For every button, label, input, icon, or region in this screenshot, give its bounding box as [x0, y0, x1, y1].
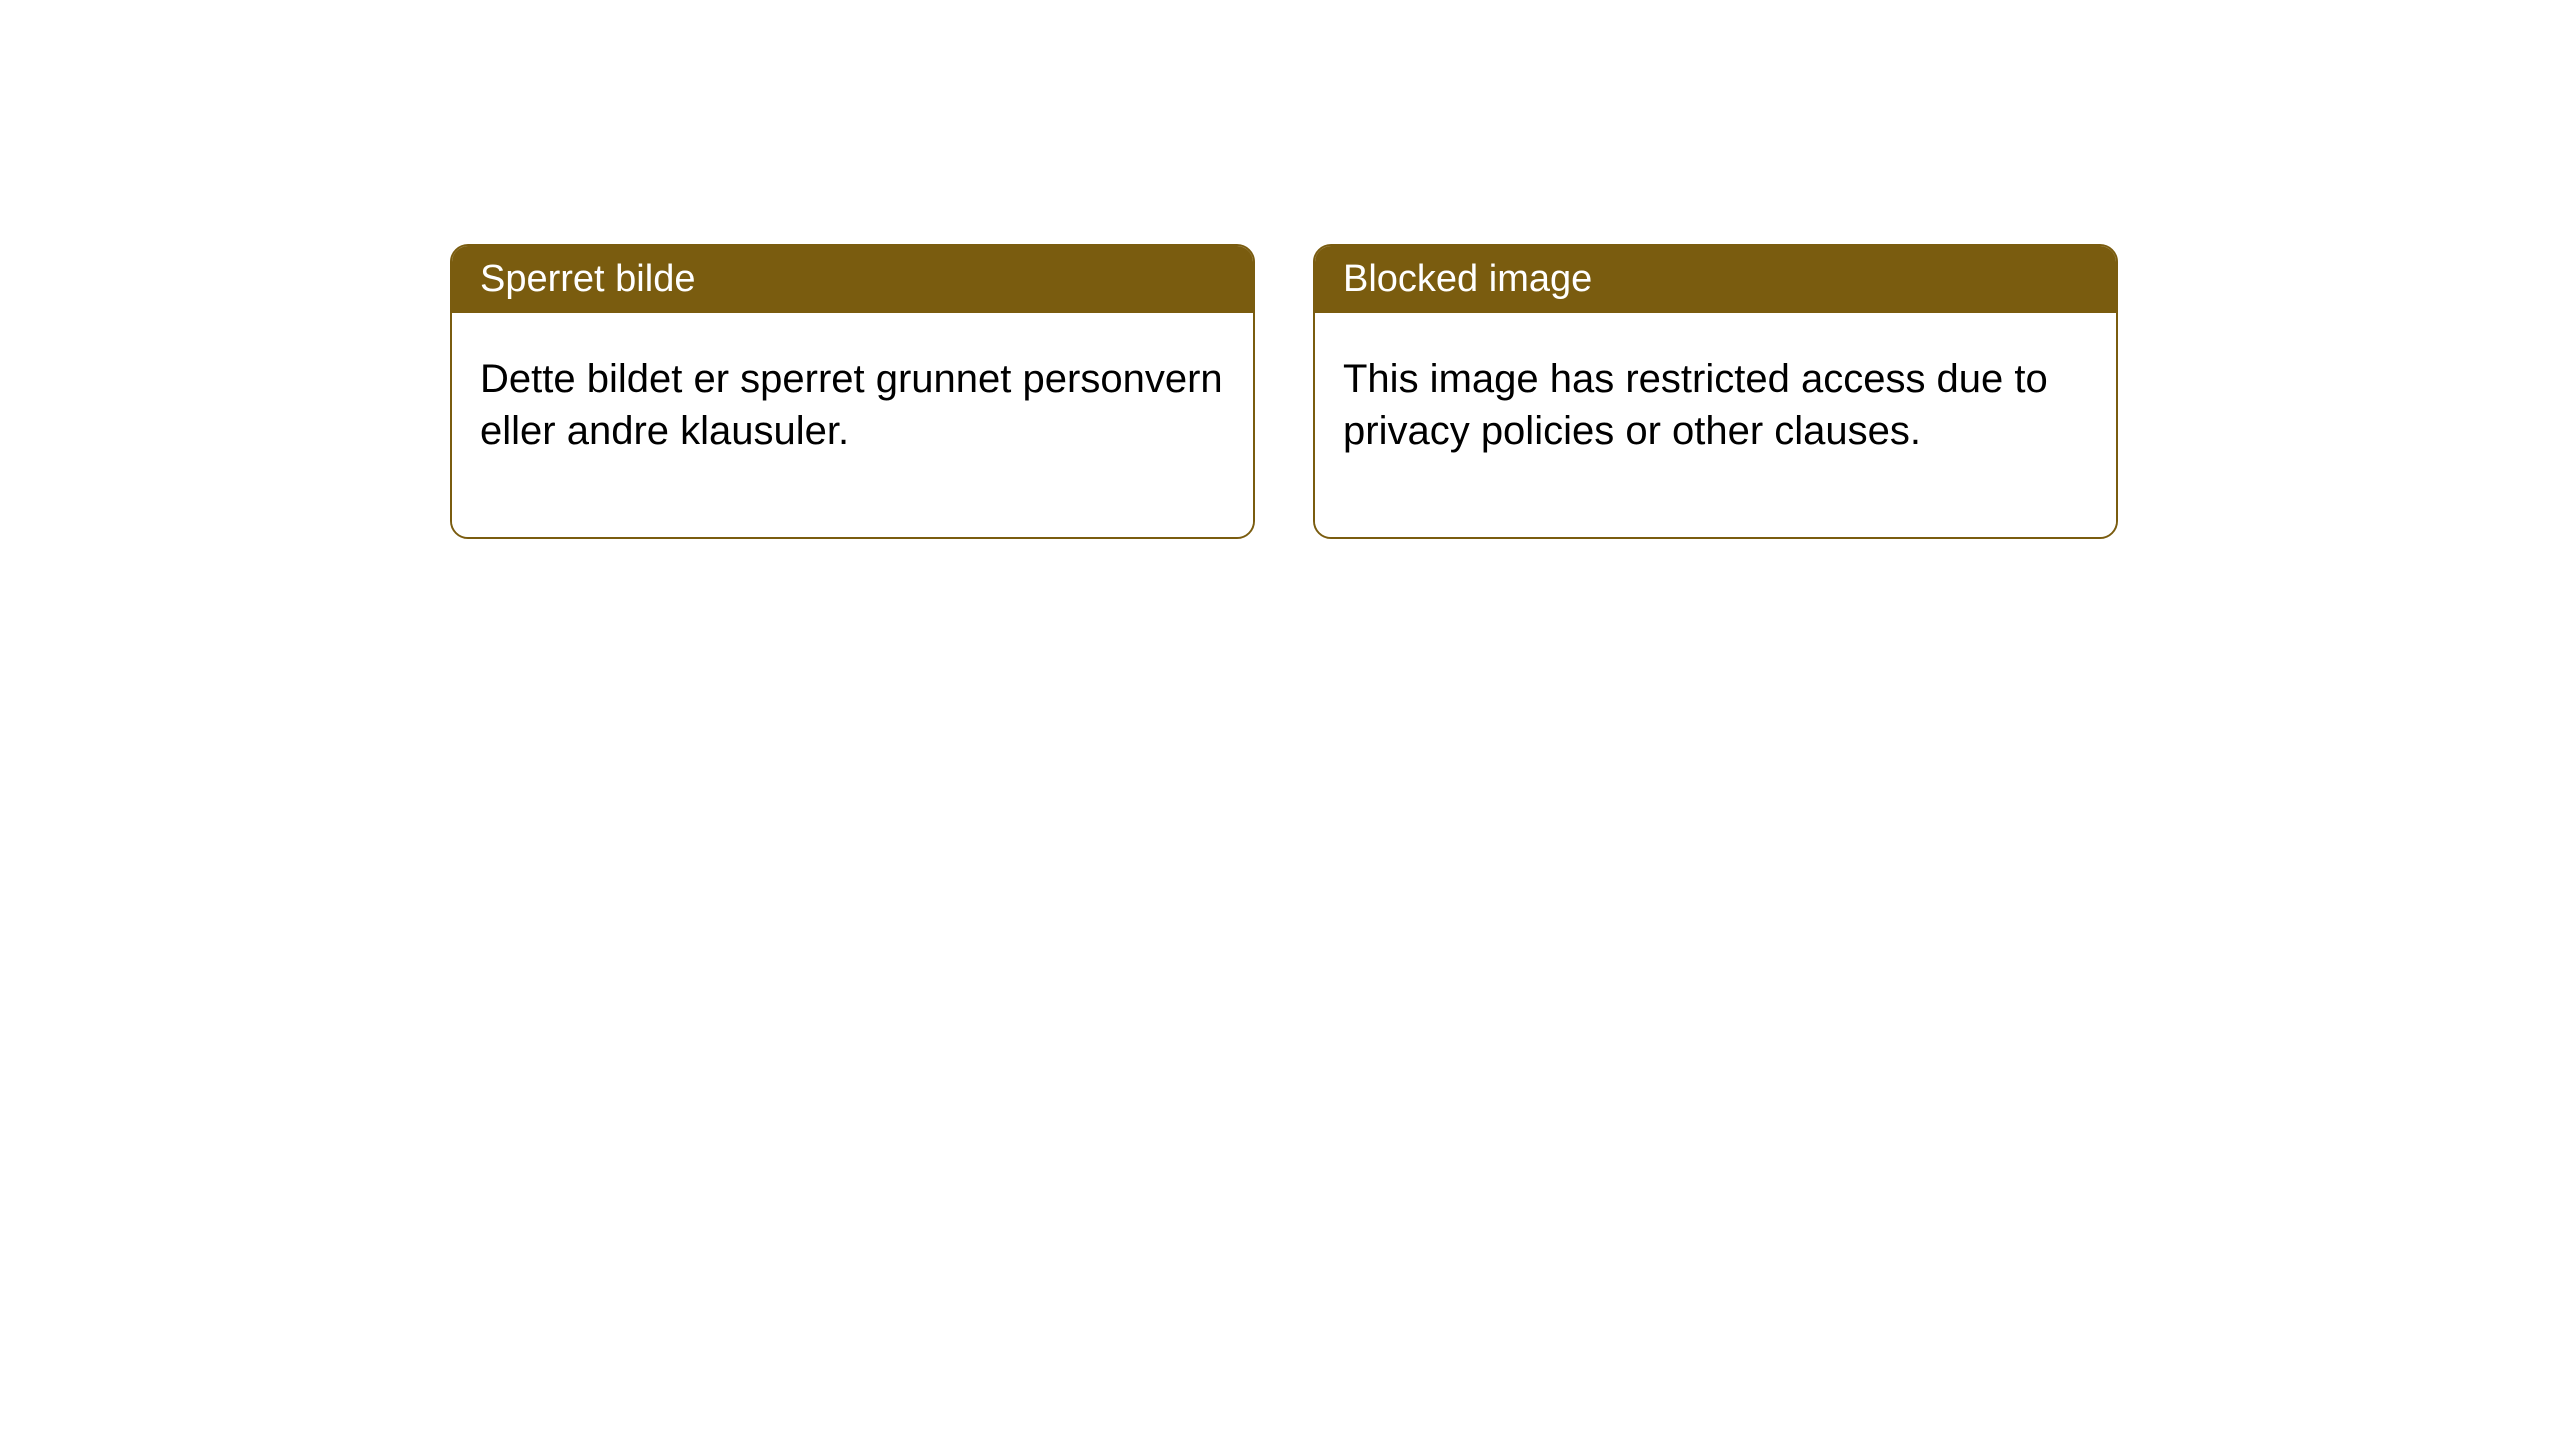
card-body: This image has restricted access due to …: [1315, 313, 2116, 537]
card-body-text: Dette bildet er sperret grunnet personve…: [480, 353, 1225, 457]
card-title: Blocked image: [1343, 258, 1592, 300]
card-header: Sperret bilde: [452, 246, 1253, 313]
card-body-text: This image has restricted access due to …: [1343, 353, 2088, 457]
card-body: Dette bildet er sperret grunnet personve…: [452, 313, 1253, 537]
blocked-image-card-en: Blocked image This image has restricted …: [1313, 244, 2118, 539]
notice-cards-container: Sperret bilde Dette bildet er sperret gr…: [450, 244, 2118, 539]
card-title: Sperret bilde: [480, 258, 695, 300]
card-header: Blocked image: [1315, 246, 2116, 313]
blocked-image-card-no: Sperret bilde Dette bildet er sperret gr…: [450, 244, 1255, 539]
